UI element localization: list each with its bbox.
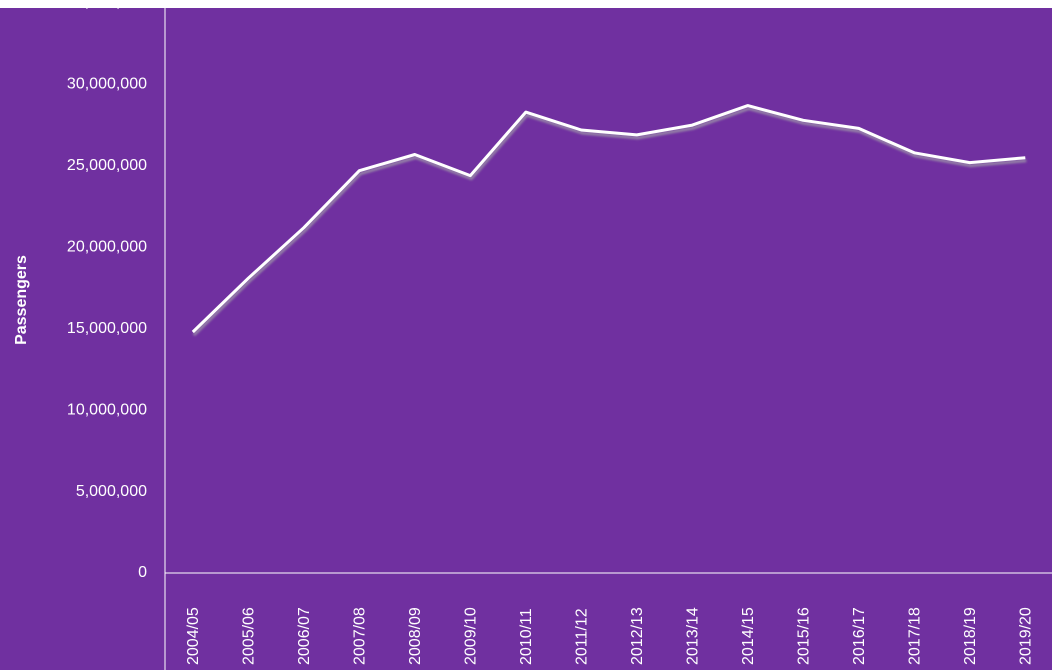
x-tick-label: 2018/19 — [962, 607, 979, 665]
y-tick-label: 20,000,000 — [67, 239, 147, 256]
x-tick-label: 2017/18 — [906, 607, 923, 665]
x-tick-label: 2009/10 — [462, 607, 479, 665]
top-margin — [0, 0, 1052, 8]
y-tick-label: 10,000,000 — [67, 401, 147, 418]
y-tick-label: 30,000,000 — [67, 76, 147, 93]
data-line — [191, 104, 1026, 334]
x-tick-label: 2010/11 — [518, 608, 535, 665]
x-tick-label: 2019/20 — [1017, 607, 1034, 665]
y-tick-label: 15,000,000 — [67, 320, 147, 337]
x-tick-label: 2004/05 — [185, 607, 202, 665]
y-tick-label: 25,000,000 — [67, 157, 147, 174]
x-tick-label: 2011/12 — [573, 608, 590, 665]
x-tick-label: 2015/16 — [795, 607, 812, 665]
x-tick-label: 2006/07 — [296, 607, 313, 665]
x-tick-label: 2008/09 — [407, 607, 424, 665]
y-axis-title: Passengers — [13, 255, 30, 345]
y-tick-label: 5,000,000 — [76, 483, 147, 500]
x-tick-label: 2016/17 — [851, 607, 868, 665]
x-tick-label: 2005/06 — [240, 607, 257, 665]
x-tick-label: 2007/08 — [351, 607, 368, 665]
y-tick-label: 0 — [138, 564, 147, 581]
x-tick-label: 2012/13 — [629, 607, 646, 665]
x-tick-label: 2013/14 — [684, 607, 701, 665]
x-tick-label: 2014/15 — [740, 607, 757, 665]
